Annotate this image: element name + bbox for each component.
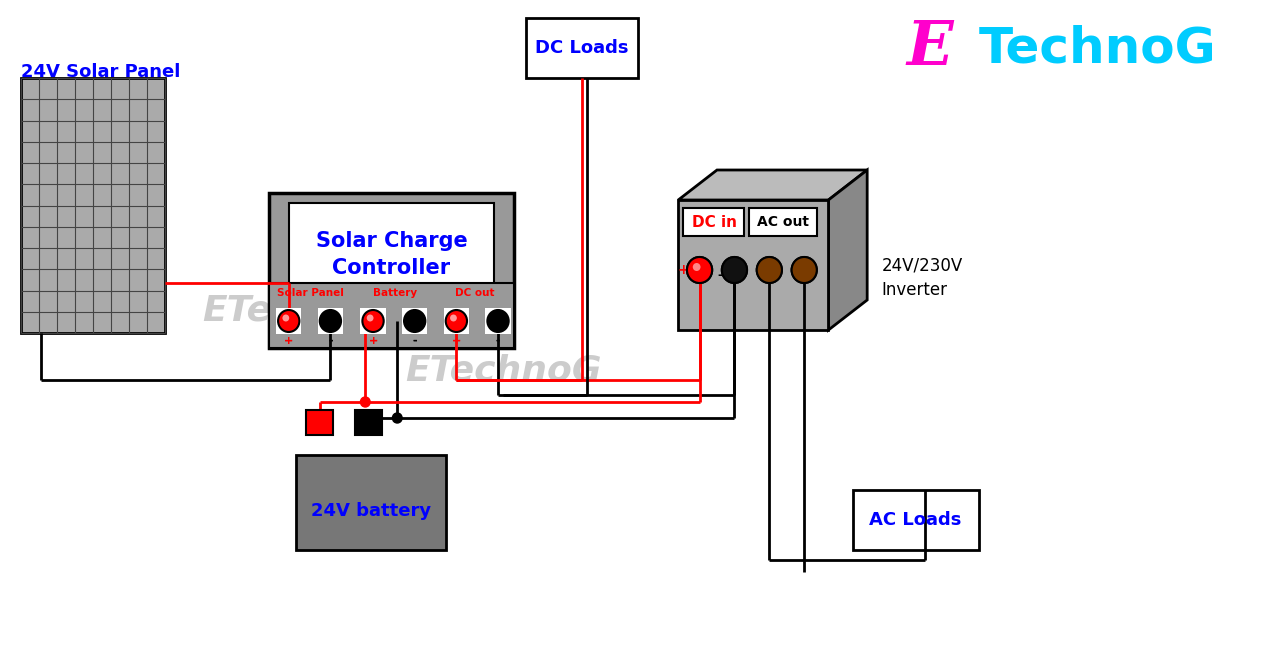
Text: -: -	[496, 336, 500, 346]
Circle shape	[693, 263, 700, 271]
Circle shape	[320, 310, 341, 332]
Circle shape	[791, 257, 817, 283]
Text: +: +	[677, 263, 689, 277]
Bar	[361, 308, 386, 334]
Bar	[270, 283, 514, 348]
Text: DC in: DC in	[691, 214, 737, 230]
Bar	[403, 308, 428, 334]
Circle shape	[791, 257, 817, 283]
Circle shape	[404, 310, 425, 332]
Bar	[444, 308, 468, 334]
Bar	[295, 455, 446, 550]
Bar	[22, 78, 165, 333]
Bar	[276, 308, 301, 334]
Bar	[527, 18, 638, 78]
Text: AC out: AC out	[757, 215, 809, 229]
Circle shape	[757, 257, 782, 283]
Circle shape	[320, 310, 341, 332]
Bar	[270, 193, 514, 348]
Circle shape	[279, 310, 299, 332]
Text: +: +	[452, 336, 461, 346]
Text: -: -	[328, 336, 333, 346]
Text: +: +	[452, 336, 461, 346]
Circle shape	[282, 314, 289, 322]
Text: DC Loads: DC Loads	[536, 39, 629, 57]
Circle shape	[367, 314, 373, 322]
Text: +: +	[284, 336, 294, 346]
Circle shape	[367, 314, 373, 322]
Bar	[684, 208, 744, 236]
Bar	[749, 208, 817, 236]
Text: Solar Panel: Solar Panel	[276, 288, 343, 298]
Bar	[289, 203, 494, 298]
Bar	[361, 308, 386, 334]
Polygon shape	[679, 170, 867, 200]
Circle shape	[446, 310, 467, 332]
Text: 24V battery: 24V battery	[310, 502, 430, 520]
Text: Inverter: Inverter	[881, 281, 948, 299]
Circle shape	[449, 314, 457, 322]
Text: Solar Charge: Solar Charge	[315, 231, 467, 251]
Text: Controller: Controller	[333, 258, 451, 278]
Circle shape	[446, 310, 467, 332]
Circle shape	[487, 310, 509, 332]
Circle shape	[757, 257, 782, 283]
Circle shape	[362, 310, 384, 332]
Circle shape	[687, 257, 713, 283]
Text: -: -	[718, 269, 723, 281]
Circle shape	[687, 257, 713, 283]
Text: DC out: DC out	[454, 288, 495, 298]
Text: ETechnoG: ETechnoG	[405, 353, 603, 387]
Text: 24V/230V: 24V/230V	[881, 256, 963, 274]
Bar	[318, 308, 343, 334]
Text: -: -	[413, 336, 417, 346]
Circle shape	[279, 310, 299, 332]
Bar	[444, 308, 468, 334]
Bar	[354, 410, 382, 435]
Text: +: +	[368, 336, 377, 346]
Text: -: -	[496, 336, 500, 346]
Text: ETechnoG: ETechnoG	[203, 293, 399, 327]
Bar	[852, 490, 979, 550]
Text: +: +	[284, 336, 294, 346]
Text: +: +	[368, 336, 377, 346]
Circle shape	[449, 314, 457, 322]
Text: -: -	[413, 336, 417, 346]
Circle shape	[282, 314, 289, 322]
Circle shape	[693, 263, 700, 271]
Text: 24V Solar Panel: 24V Solar Panel	[22, 63, 181, 81]
Text: TechnoG: TechnoG	[979, 24, 1217, 72]
Circle shape	[487, 310, 509, 332]
Text: -: -	[328, 336, 333, 346]
Circle shape	[392, 413, 403, 423]
Text: AC Loads: AC Loads	[870, 511, 962, 529]
Bar	[485, 308, 510, 334]
Circle shape	[722, 257, 747, 283]
Bar	[318, 308, 343, 334]
Circle shape	[362, 310, 384, 332]
Bar	[679, 200, 828, 330]
Circle shape	[361, 397, 370, 407]
Bar	[276, 308, 301, 334]
Bar	[403, 308, 428, 334]
Circle shape	[404, 310, 425, 332]
Text: Battery: Battery	[373, 288, 418, 298]
Circle shape	[722, 257, 747, 283]
Text: E: E	[906, 18, 953, 78]
Polygon shape	[828, 170, 867, 330]
Bar	[306, 410, 333, 435]
Bar	[485, 308, 510, 334]
